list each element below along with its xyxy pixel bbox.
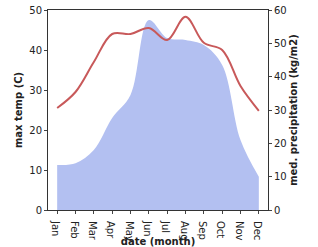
svg-text:20: 20 xyxy=(29,125,42,136)
svg-text:May: May xyxy=(124,221,135,242)
svg-text:50: 50 xyxy=(29,5,42,16)
svg-text:50: 50 xyxy=(274,38,287,49)
svg-text:20: 20 xyxy=(274,138,287,149)
svg-text:max temp (C): max temp (C) xyxy=(13,72,24,148)
svg-text:30: 30 xyxy=(29,85,42,96)
svg-text:med. precipitation (kg/m2): med. precipitation (kg/m2) xyxy=(288,34,299,186)
svg-text:10: 10 xyxy=(29,165,42,176)
svg-text:60: 60 xyxy=(274,5,287,16)
svg-text:Apr: Apr xyxy=(105,221,116,239)
svg-text:40: 40 xyxy=(29,45,42,56)
svg-text:Jan: Jan xyxy=(50,220,61,236)
svg-text:Mar: Mar xyxy=(87,221,98,241)
svg-text:Aug: Aug xyxy=(179,221,190,241)
svg-text:Nov: Nov xyxy=(234,221,245,241)
svg-text:Sep: Sep xyxy=(197,221,208,240)
svg-text:40: 40 xyxy=(274,71,287,82)
svg-text:Feb: Feb xyxy=(69,221,80,239)
svg-text:Jul: Jul xyxy=(160,220,171,233)
svg-text:Jun: Jun xyxy=(142,220,153,237)
svg-text:30: 30 xyxy=(274,105,287,116)
svg-text:Dec: Dec xyxy=(252,221,263,240)
svg-text:0: 0 xyxy=(274,205,280,216)
svg-text:Oct: Oct xyxy=(215,221,226,238)
svg-text:10: 10 xyxy=(274,171,287,182)
svg-text:0: 0 xyxy=(36,205,42,216)
svg-text:date (month): date (month) xyxy=(121,236,195,247)
